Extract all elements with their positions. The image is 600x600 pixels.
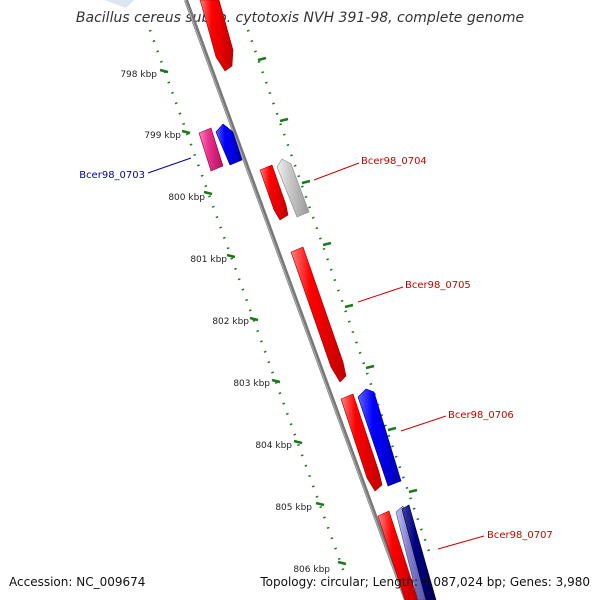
- tick-label: 804 kbp: [255, 441, 292, 451]
- tick-label: 801 kbp: [190, 255, 227, 265]
- cds-pink-feature[interactable]: [198, 127, 224, 172]
- outer-tick-ring: [246, 29, 434, 561]
- tick-label: 800 kbp: [168, 193, 205, 203]
- major-tick: [249, 316, 259, 322]
- gene-label-bcer98-0704[interactable]: Bcer98_0704: [361, 156, 427, 167]
- major-tick: [315, 501, 325, 507]
- tick-label: 806 kbp: [293, 565, 330, 575]
- tick-label: 802 kbp: [212, 317, 249, 327]
- cds-forward-0706[interactable]: [340, 393, 383, 492]
- major-tick: [301, 179, 311, 185]
- tick-label: 803 kbp: [233, 379, 270, 389]
- tick-label: 799 kbp: [144, 131, 181, 141]
- gene-label-bcer98-0703[interactable]: Bcer98_0703: [79, 170, 145, 181]
- major-tick: [387, 426, 397, 432]
- callout-line-0705: [357, 286, 404, 303]
- major-tick: [344, 303, 354, 309]
- major-tick: [322, 241, 332, 247]
- cds-navy-0707[interactable]: [401, 504, 437, 600]
- partial-feature-top-left: [104, 0, 134, 8]
- genome-title: Bacillus cereus subsp. cytotoxis NVH 391…: [76, 10, 524, 26]
- callout-line-0706: [400, 415, 447, 432]
- major-ticks: [159, 56, 418, 566]
- major-tick: [257, 56, 267, 62]
- tick-label: 805 kbp: [275, 503, 312, 513]
- major-tick: [181, 129, 191, 135]
- major-tick: [293, 439, 303, 445]
- major-tick: [279, 117, 289, 123]
- callout-line-0703: [147, 157, 192, 174]
- cds-forward-0707[interactable]: [377, 510, 419, 600]
- major-tick: [271, 378, 281, 384]
- cds-forward-top[interactable]: [199, 0, 234, 72]
- cds-reverse-0703[interactable]: [215, 123, 243, 166]
- callout-line-0704: [313, 162, 360, 181]
- genome-info-text: Topology: circular; Length: 4,087,024 bp…: [260, 575, 590, 589]
- major-tick: [203, 190, 213, 196]
- genome-backbone-highlight: [184, 0, 406, 600]
- accession-text: Accession: NC_009674: [9, 575, 146, 589]
- gene-label-bcer98-0706[interactable]: Bcer98_0706: [448, 410, 514, 421]
- cds-forward-0705[interactable]: [290, 246, 347, 383]
- major-tick: [159, 68, 169, 74]
- cds-forward-0704a[interactable]: [259, 164, 289, 221]
- major-tick: [337, 560, 347, 566]
- major-tick: [408, 488, 418, 494]
- major-tick: [226, 253, 236, 259]
- tick-label: 798 kbp: [120, 70, 157, 80]
- cds-reverse-0706[interactable]: [357, 388, 402, 487]
- cds-grey-0704[interactable]: [276, 158, 310, 218]
- gene-label-bcer98-0705[interactable]: Bcer98_0705: [405, 280, 471, 291]
- genome-backbone: [184, 0, 408, 600]
- gene-label-bcer98-0707[interactable]: Bcer98_0707: [487, 530, 553, 541]
- major-tick: [365, 364, 375, 370]
- callout-line-0707: [437, 535, 485, 550]
